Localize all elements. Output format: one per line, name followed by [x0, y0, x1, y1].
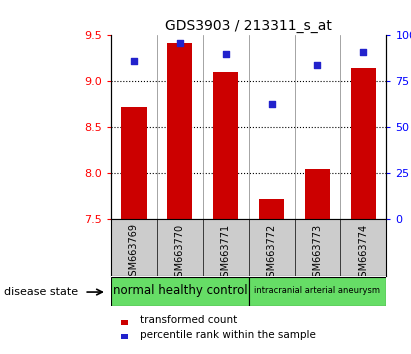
Text: GSM663769: GSM663769 [129, 223, 139, 282]
Text: transformed count: transformed count [140, 315, 237, 325]
Text: normal healthy control: normal healthy control [113, 284, 247, 297]
Bar [121, 335, 127, 339]
Text: disease state: disease state [4, 287, 78, 297]
Text: GSM663774: GSM663774 [358, 223, 368, 282]
Text: GSM663771: GSM663771 [221, 223, 231, 282]
Bar [351, 68, 376, 219]
Bar [121, 107, 147, 219]
Bar [249, 277, 386, 306]
Bar [305, 169, 330, 219]
Text: GSM663770: GSM663770 [175, 223, 185, 282]
Title: GDS3903 / 213311_s_at: GDS3903 / 213311_s_at [165, 19, 332, 33]
Text: GSM663772: GSM663772 [267, 223, 277, 283]
Point [268, 101, 275, 106]
Bar [111, 277, 249, 306]
Point [177, 40, 183, 46]
Point [314, 62, 321, 68]
Text: intracranial arterial aneurysm: intracranial arterial aneurysm [254, 286, 381, 295]
Bar [213, 72, 238, 219]
Point [131, 58, 137, 64]
Bar [121, 320, 127, 325]
Text: GSM663773: GSM663773 [312, 223, 323, 282]
Point [222, 51, 229, 57]
Point [360, 49, 367, 55]
Bar [259, 199, 284, 219]
Bar [167, 43, 192, 219]
Text: percentile rank within the sample: percentile rank within the sample [140, 330, 316, 339]
